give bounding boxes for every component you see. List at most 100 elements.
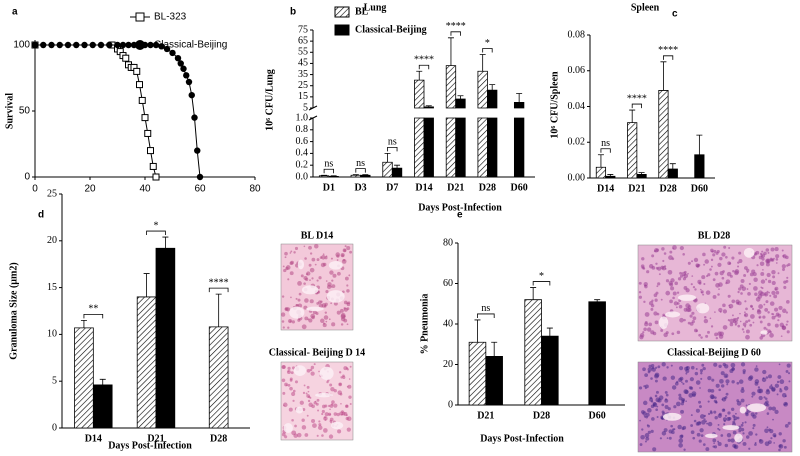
cell — [293, 433, 298, 438]
cell — [644, 387, 647, 390]
cell — [738, 259, 743, 263]
cell — [717, 413, 722, 418]
cell — [331, 284, 336, 289]
cell — [705, 334, 709, 338]
cell — [745, 329, 750, 334]
cell — [661, 247, 665, 251]
cell — [330, 302, 333, 305]
cell — [749, 272, 754, 277]
airspace — [696, 303, 710, 314]
y-tick-label: 5 — [52, 375, 57, 386]
cell — [306, 414, 309, 417]
cell — [745, 404, 748, 407]
bar — [524, 299, 542, 406]
cell — [690, 365, 695, 370]
cell — [677, 424, 682, 430]
cell — [751, 391, 756, 396]
cell — [681, 271, 687, 277]
cell — [669, 299, 673, 304]
cell — [718, 288, 720, 290]
cell — [754, 443, 757, 446]
cell — [714, 311, 716, 313]
cell — [672, 291, 677, 296]
cell — [647, 370, 651, 374]
cell — [714, 271, 719, 276]
cell — [287, 383, 291, 387]
cell — [691, 391, 697, 396]
cell — [764, 441, 770, 447]
cell — [652, 447, 657, 452]
error-bar — [447, 37, 454, 66]
y-axis-label: % Pneumonia — [419, 294, 430, 355]
cell — [771, 280, 776, 286]
cell — [784, 423, 789, 428]
y-tick-label: 20 — [47, 235, 57, 246]
cell — [742, 441, 747, 446]
cell — [700, 377, 703, 380]
marker — [133, 67, 141, 75]
legend-label: Classical-Beijing — [154, 40, 227, 51]
cell — [766, 426, 769, 429]
cell — [690, 424, 694, 427]
x-tick-label: D21 — [477, 410, 494, 421]
cell — [685, 400, 687, 402]
cell — [774, 247, 779, 252]
cell — [695, 263, 700, 268]
cell — [306, 385, 310, 389]
cell — [339, 308, 344, 313]
airspace — [665, 311, 681, 318]
cell — [639, 419, 641, 422]
cell — [721, 252, 726, 257]
bar — [328, 176, 339, 178]
cell — [678, 443, 683, 448]
cell — [766, 403, 770, 407]
error-bar — [330, 175, 337, 177]
cell — [295, 304, 299, 307]
cell — [640, 434, 645, 440]
cell — [747, 292, 751, 296]
cell — [662, 376, 667, 381]
cell — [720, 434, 724, 437]
airspace — [722, 425, 740, 431]
cell — [717, 427, 720, 430]
cell — [330, 387, 335, 392]
cell — [339, 411, 344, 416]
cell — [700, 336, 703, 339]
cell — [747, 376, 753, 381]
cell — [281, 295, 285, 298]
cell — [655, 366, 658, 369]
bar — [136, 296, 157, 429]
cell — [702, 443, 706, 446]
cell — [705, 290, 711, 295]
cell — [778, 305, 783, 311]
cell — [743, 331, 745, 333]
cell — [687, 261, 691, 265]
cell — [320, 318, 325, 324]
cell — [688, 386, 693, 390]
cell — [785, 255, 789, 260]
cell — [748, 431, 753, 436]
y-tick-label: 0 — [52, 422, 57, 433]
cell — [731, 380, 735, 384]
cell — [325, 290, 329, 294]
cell — [664, 390, 668, 394]
marker — [149, 162, 157, 170]
cell — [731, 407, 735, 411]
cell — [291, 320, 295, 324]
cell — [660, 417, 663, 420]
bar — [382, 161, 393, 178]
cell — [672, 247, 675, 250]
cell — [290, 296, 292, 299]
cell — [345, 416, 349, 421]
cell — [695, 408, 700, 413]
cell — [752, 272, 757, 277]
cell — [762, 269, 764, 271]
cell — [316, 302, 320, 305]
cell — [766, 290, 769, 293]
cell — [650, 429, 654, 434]
bar — [360, 174, 371, 178]
cell — [283, 268, 287, 273]
cell — [655, 266, 659, 270]
cell — [774, 288, 777, 291]
cell — [724, 414, 727, 417]
